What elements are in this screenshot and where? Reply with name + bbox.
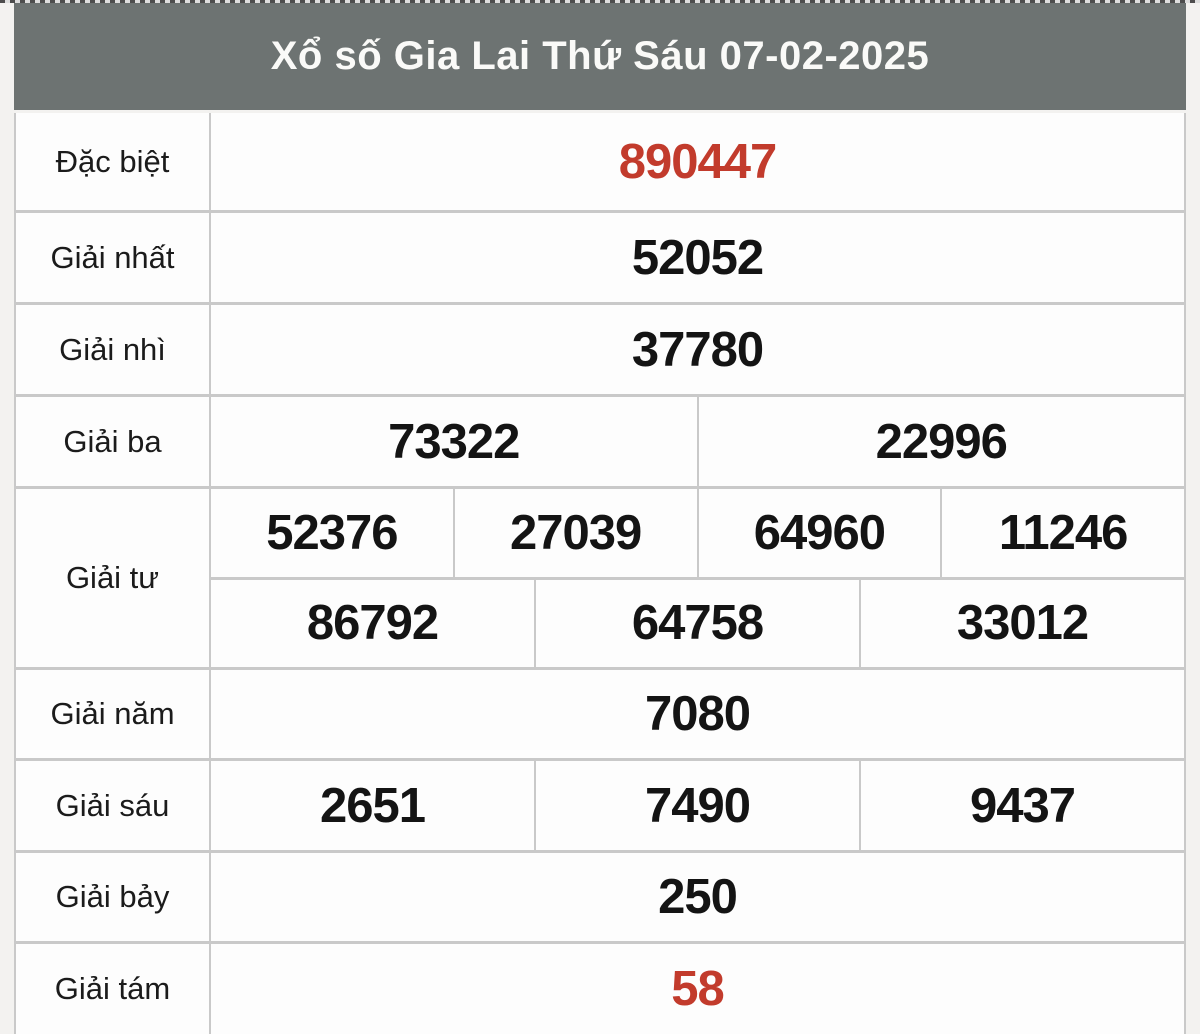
prize-number: 33012 <box>861 579 1184 667</box>
prize-number: 11246 <box>942 489 1184 577</box>
prize-label: Giải bảy <box>16 853 209 941</box>
prize-number: 27039 <box>454 489 697 577</box>
prize-label: Giải ba <box>16 397 209 486</box>
prize-label: Giải nhì <box>16 305 209 394</box>
prize-row-giai-sau: Giải sáu 2651 7490 9437 <box>16 761 1184 850</box>
page-title: Xổ số Gia Lai Thứ Sáu 07-02-2025 <box>270 34 930 78</box>
prize-row-giai-tu: Giải tư 52376 27039 64960 11246 86792 64… <box>16 489 1184 667</box>
prize-label: Giải tư <box>16 489 209 667</box>
prize-number: 64758 <box>536 579 859 667</box>
prize-row-giai-bay: Giải bảy 250 <box>16 853 1184 941</box>
prize-row-giai-nhi: Giải nhì 37780 <box>16 305 1184 394</box>
prize-number: 37780 <box>211 305 1184 394</box>
prize-label: Giải năm <box>16 670 209 758</box>
prize-number: 250 <box>211 853 1184 941</box>
prize-number: 9437 <box>861 761 1184 850</box>
prize-number: 52052 <box>211 213 1184 302</box>
prize-label: Đặc biệt <box>16 113 209 210</box>
prize-number: 2651 <box>211 761 534 850</box>
prize-number: 52376 <box>211 489 453 577</box>
prize-row-giai-nhat: Giải nhất 52052 <box>16 213 1184 302</box>
prize-number: 64960 <box>698 489 941 577</box>
prize-number: 86792 <box>211 579 534 667</box>
prize-number: 7490 <box>536 761 859 850</box>
prize-number: 7080 <box>211 670 1184 758</box>
screenshot-top-edge <box>0 0 1200 3</box>
prize-label: Giải sáu <box>16 761 209 850</box>
prize-number-special: 890447 <box>211 113 1184 210</box>
prize-rows: Đặc biệt 890447 Giải nhất 52052 Giải nhì… <box>14 113 1186 1034</box>
prize-number: 73322 <box>211 397 697 486</box>
prize-row-dac-biet: Đặc biệt 890447 <box>16 113 1184 210</box>
prize-label: Giải nhất <box>16 213 209 302</box>
prize-row-giai-tam: Giải tám 58 <box>16 944 1184 1034</box>
prize-row-giai-nam: Giải năm 7080 <box>16 670 1184 758</box>
prize-row-giai-ba: Giải ba 73322 22996 <box>16 397 1184 486</box>
prize-number: 22996 <box>698 397 1184 486</box>
prize-label: Giải tám <box>16 944 209 1034</box>
results-header: Xổ số Gia Lai Thứ Sáu 07-02-2025 <box>14 3 1186 110</box>
prize-number-eighth: 58 <box>211 944 1184 1034</box>
lottery-results-table: Xổ số Gia Lai Thứ Sáu 07-02-2025 Đặc biệ… <box>14 3 1186 1034</box>
